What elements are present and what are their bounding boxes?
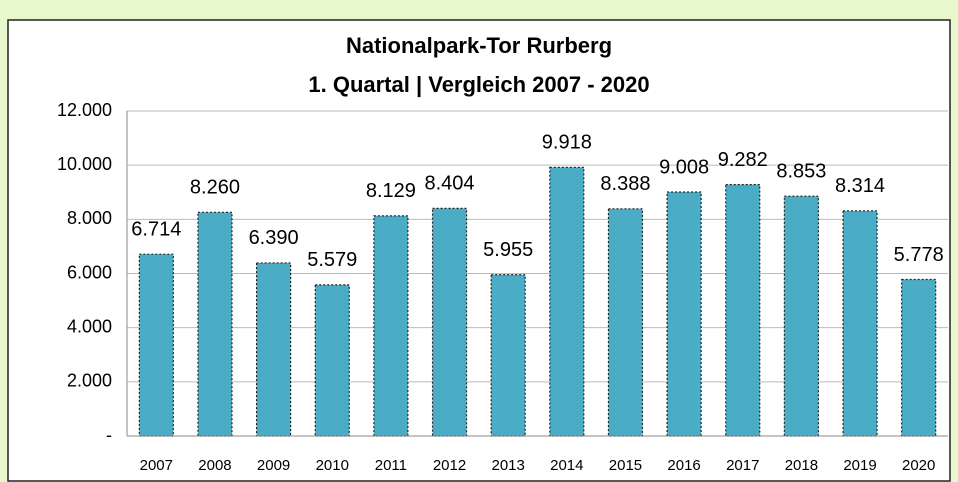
value-label: 5.955 [483,239,533,261]
x-tick-label: 2013 [491,457,524,474]
bar [138,253,174,437]
bar [725,184,761,437]
bar [256,262,292,437]
bar [549,166,585,437]
bar [431,207,468,437]
value-label: 9.282 [718,149,768,171]
bar [490,274,526,437]
x-tick-label: 2019 [843,457,876,474]
x-tick-label: 2008 [198,457,231,474]
chart-subtitle: 1. Quartal | Vergleich 2007 - 2020 [308,72,649,97]
y-tick-label: 10.000 [57,154,112,174]
value-label: 8.260 [190,177,240,199]
y-tick-label: - [106,425,112,445]
bar [197,211,233,437]
bar [666,191,702,437]
value-label: 6.714 [131,218,181,240]
bar [373,215,409,437]
value-label: 9.008 [659,156,709,178]
value-label: 8.129 [366,180,416,202]
bar [607,208,644,437]
x-tick-label: 2007 [140,457,173,474]
value-label: 8.853 [776,161,826,183]
x-tick-label: 2009 [257,457,290,474]
x-tick-label: 2014 [550,457,583,474]
x-tick-label: 2011 [375,457,407,474]
x-tick-label: 2012 [433,457,466,474]
chart-title: Nationalpark-Tor Rurberg [346,33,612,58]
x-tick-label: 2016 [667,457,700,474]
x-tick-label: 2015 [609,457,642,474]
x-tick-label: 2010 [316,457,349,474]
y-tick-label: 2.000 [67,371,112,391]
y-tick-label: 12.000 [57,100,112,120]
value-label: 6.390 [249,227,299,249]
bar [314,284,350,437]
y-tick-label: 6.000 [67,262,112,282]
y-tick-label: 4.000 [67,316,112,336]
value-label: 5.579 [307,249,357,271]
value-label: 5.778 [894,244,944,266]
x-tick-label: 2018 [785,457,818,474]
bar [901,278,937,437]
bar [842,210,878,437]
bar [783,195,819,437]
y-tick-label: 8.000 [67,208,112,228]
value-label: 9.918 [542,132,592,154]
x-tick-label: 2020 [902,457,935,474]
value-label: 8.404 [425,173,475,195]
x-tick-label: 2017 [726,457,759,474]
value-label: 8.388 [600,173,650,195]
value-label: 8.314 [835,175,885,197]
